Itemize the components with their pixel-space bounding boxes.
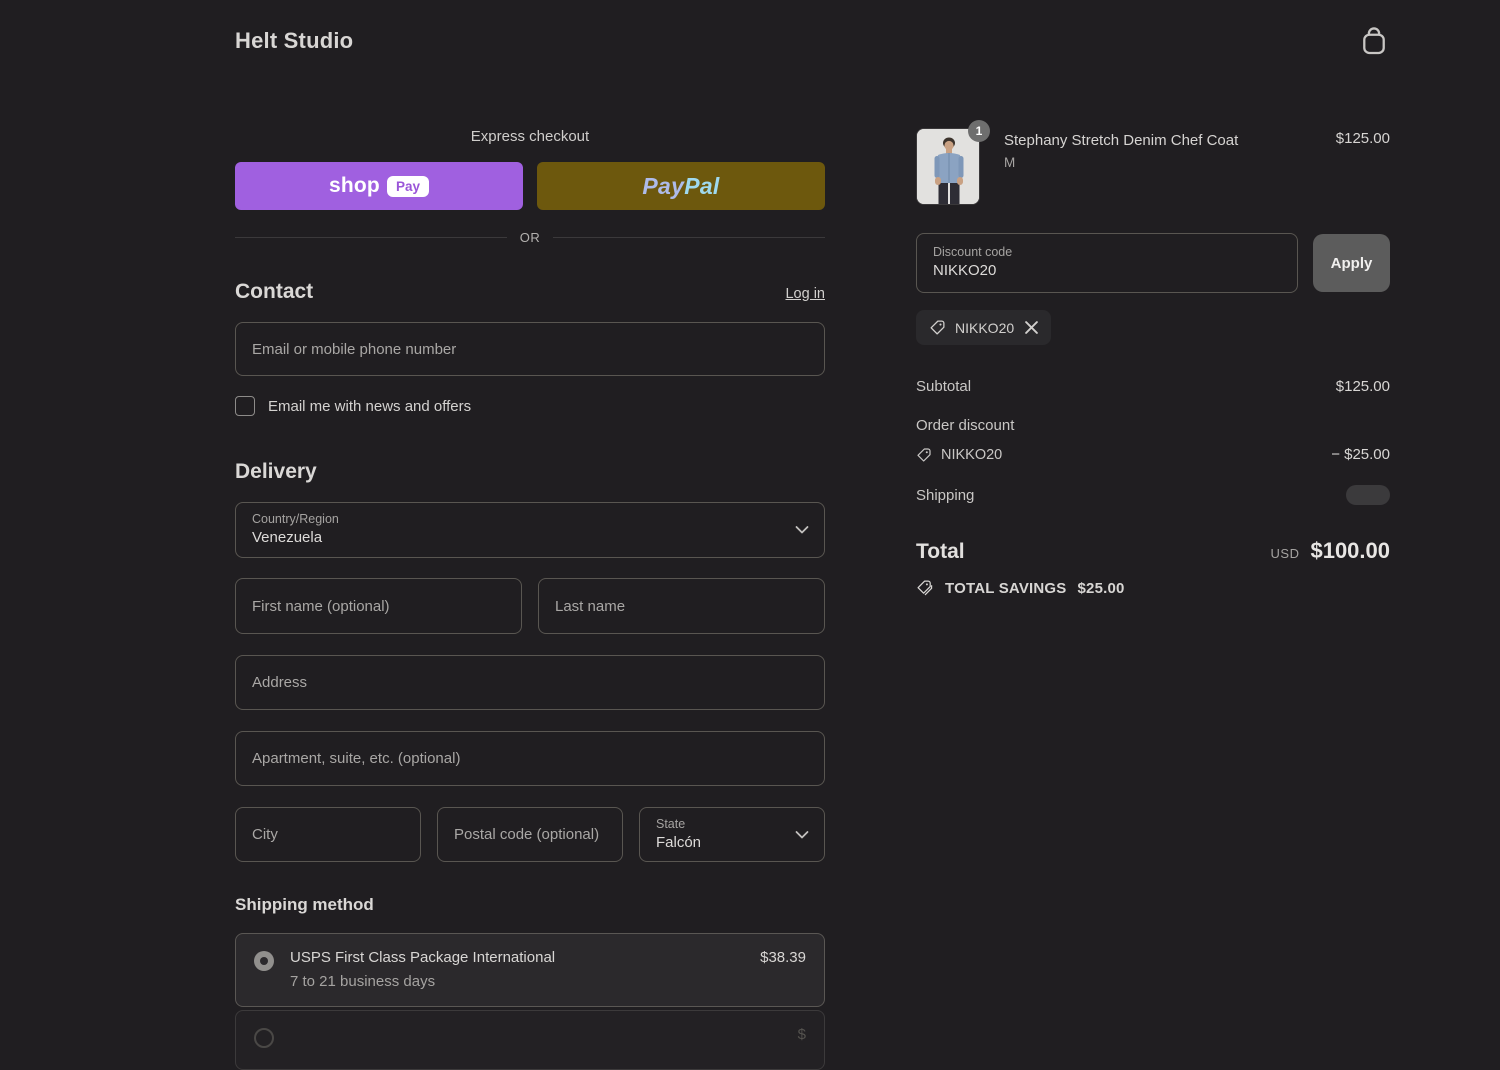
discount-chip-code: NIKKO20: [955, 319, 1015, 336]
shop-pay-logo-shop: shop: [329, 174, 380, 197]
divider-line: [553, 237, 825, 238]
discount-chip: NIKKO20: [916, 310, 1052, 345]
divider-line: [235, 237, 507, 238]
delivery-heading: Delivery: [235, 460, 317, 483]
total-savings-row: TOTAL SAVINGS $25.00: [916, 579, 1390, 597]
total-savings-label: TOTAL SAVINGS: [945, 579, 1067, 597]
paypal-button[interactable]: Pay Pal: [537, 162, 825, 210]
paypal-logo-pal: Pal: [684, 172, 720, 199]
cart-bag-icon[interactable]: [1359, 25, 1389, 59]
radio-selected-icon[interactable]: [254, 951, 274, 971]
discount-row-value: − $25.00: [1331, 446, 1390, 463]
total-label: Total: [916, 540, 965, 563]
newsletter-label: Email me with news and offers: [268, 397, 472, 415]
chevron-down-icon: [795, 526, 809, 534]
shipping-option-partial[interactable]: $: [235, 1010, 825, 1070]
discount-code-row: NIKKO20 − $25.00: [916, 446, 1390, 463]
or-divider: OR: [235, 230, 825, 245]
country-label: Country/Region: [252, 512, 339, 527]
total-value: $100.00: [1310, 538, 1390, 563]
double-tag-icon: [917, 580, 933, 596]
apartment-field[interactable]: [235, 731, 825, 786]
country-select[interactable]: Country/Region Venezuela: [235, 502, 825, 558]
country-value: Venezuela: [252, 529, 323, 547]
city-field[interactable]: [235, 807, 421, 862]
product-variant: M: [1004, 154, 1016, 170]
discount-code-input[interactable]: Discount code NIKKO20: [916, 233, 1298, 293]
quantity-badge: 1: [968, 120, 990, 142]
product-photo: [917, 129, 979, 204]
or-divider-text: OR: [519, 230, 541, 245]
tag-icon: [917, 447, 931, 462]
product-price: $125.00: [1335, 130, 1390, 147]
paypal-logo-pay: Pay: [642, 172, 685, 199]
order-summary: 1 Stephany Stretch Denim Chef Coat M $12…: [916, 120, 1390, 597]
cart-item: 1 Stephany Stretch Denim Chef Coat M $12…: [916, 120, 1390, 205]
newsletter-checkbox[interactable]: [235, 396, 255, 416]
total-row: Total USD $100.00: [916, 538, 1390, 564]
express-checkout-label: Express checkout: [470, 128, 590, 145]
radio-unselected-icon[interactable]: [254, 1028, 274, 1048]
address-field[interactable]: [235, 655, 825, 710]
shipping-option-name: USPS First Class Package International: [290, 949, 556, 966]
shipping-method-heading: Shipping method: [235, 895, 374, 914]
store-title: Helt Studio: [235, 28, 354, 53]
discount-code-value: NIKKO20: [933, 262, 997, 280]
shop-pay-logo-pay: Pay: [386, 175, 429, 197]
product-thumbnail: [916, 128, 980, 205]
last-name-field[interactable]: [538, 578, 825, 634]
express-buttons: shop Pay Pay Pal: [235, 162, 825, 210]
chevron-down-icon: [795, 830, 809, 838]
order-discount-label: Order discount: [916, 417, 1015, 434]
shipping-row-label: Shipping: [916, 486, 975, 504]
state-value: Falcón: [656, 833, 702, 851]
newsletter-option[interactable]: Email me with news and offers: [235, 396, 825, 416]
login-link[interactable]: Log in: [785, 286, 825, 302]
shipping-option-price-partial: $: [797, 1026, 806, 1043]
shipping-option-usps[interactable]: USPS First Class Package International $…: [235, 933, 825, 1007]
first-name-field[interactable]: [235, 578, 522, 634]
order-discount-row: Order discount: [916, 417, 1390, 434]
discount-code-label: Discount code: [933, 245, 1013, 260]
shipping-option-duration: 7 to 21 business days: [290, 973, 436, 990]
discount-row-code: NIKKO20: [941, 446, 1003, 463]
total-savings-value: $25.00: [1077, 579, 1125, 597]
shop-pay-button[interactable]: shop Pay: [235, 162, 523, 210]
product-name: Stephany Stretch Denim Chef Coat: [1004, 132, 1239, 149]
shipping-option-price: $38.39: [760, 949, 806, 966]
postal-code-field[interactable]: [437, 807, 623, 862]
total-currency: USD: [1270, 546, 1300, 561]
tag-icon: [930, 320, 945, 335]
remove-discount-icon[interactable]: [1025, 321, 1038, 334]
email-field[interactable]: [235, 322, 825, 376]
state-select[interactable]: State Falcón: [639, 807, 825, 862]
contact-heading: Contact: [235, 280, 314, 303]
bag-icon: [1363, 27, 1385, 55]
state-label: State: [656, 816, 686, 831]
subtotal-row: Subtotal $125.00: [916, 378, 1390, 395]
checkout-main: Express checkout shop Pay Pay Pal OR Cont…: [235, 128, 825, 1070]
subtotal-value: $125.00: [1335, 378, 1390, 395]
shipping-value-placeholder: [1346, 485, 1390, 505]
subtotal-label: Subtotal: [916, 378, 972, 395]
apply-button[interactable]: Apply: [1313, 234, 1390, 292]
shipping-row: Shipping: [916, 485, 1390, 505]
